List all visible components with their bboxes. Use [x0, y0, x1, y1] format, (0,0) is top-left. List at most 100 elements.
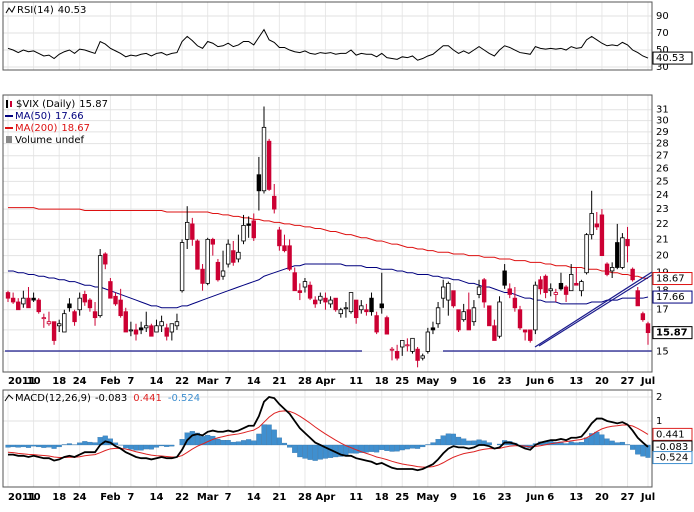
x-tick-label: 23: [498, 376, 512, 387]
candle-body: [241, 225, 246, 242]
macd-histogram-bar: [614, 442, 620, 446]
macd-histogram-bar: [51, 444, 57, 449]
macd-histogram-bar: [133, 444, 139, 451]
rsi-tick-label: 50: [656, 45, 669, 56]
value-tag-box: [652, 326, 693, 340]
x-tick-label: 18: [375, 492, 389, 503]
macd-histogram-bar: [25, 444, 32, 448]
macd-histogram-bar: [205, 434, 211, 446]
candle-body: [10, 297, 16, 303]
macd-histogram-bar: [15, 444, 21, 448]
candle-body: [133, 329, 139, 335]
volume-legend: Volume undef: [15, 135, 85, 146]
price-tick-label: 26: [656, 163, 669, 174]
candle-body: [625, 238, 630, 247]
legend-part: 0.441: [133, 393, 162, 404]
candle-body: [272, 195, 277, 210]
x-tick-label: 20: [595, 376, 609, 387]
macd-histogram-bar: [568, 441, 574, 446]
price-tick-label: 31: [656, 105, 669, 116]
x-tick-label: 16: [472, 376, 486, 387]
candle-body: [497, 301, 502, 337]
macd-histogram-bar: [77, 442, 83, 446]
candle-body: [410, 337, 415, 352]
candle-body: [287, 245, 292, 270]
trend-line: [538, 274, 653, 347]
x-tick-label: Jul: [640, 492, 655, 503]
value-tag: 0.441: [656, 429, 685, 440]
x-tick-label: 7: [127, 492, 134, 503]
x-tick-label: 2011: [8, 376, 36, 387]
x-tick-label: 9: [450, 492, 457, 503]
macd-histogram-bar: [594, 431, 600, 446]
candle-body: [604, 263, 610, 275]
moving-average-line: [8, 207, 649, 280]
macd-histogram-bar: [5, 444, 11, 448]
legend-part: 17.66: [55, 111, 84, 122]
macd-histogram-bar: [246, 439, 252, 446]
legend-icon: [6, 136, 12, 143]
macd-histogram-bar: [599, 434, 605, 446]
value-tag: 15.87: [656, 328, 688, 339]
value-tag: 40.53: [656, 53, 685, 64]
macd-histogram-bar: [200, 436, 206, 446]
x-tick-label: 24: [73, 376, 87, 387]
candle-body: [113, 295, 118, 305]
candle-body: [118, 299, 123, 317]
legend-icon: [6, 100, 8, 108]
macd-histogram-bar: [379, 444, 385, 450]
price-legend: $VIX (Daily) 15.87: [16, 99, 108, 110]
macd-histogram-bar: [56, 444, 62, 448]
candle-body: [635, 290, 640, 307]
candle-body: [364, 309, 369, 313]
candle-body: [492, 325, 497, 341]
macd-signal-line: [7, 410, 649, 468]
macd-histogram-bar: [235, 441, 241, 446]
candle-body: [481, 279, 487, 303]
candle-body: [149, 325, 154, 337]
macd-histogram-bar: [271, 429, 277, 446]
x-tick-label: 20: [595, 492, 609, 503]
x-tick-label: 13: [569, 492, 583, 503]
macd-histogram-bar: [312, 444, 318, 461]
macd-histogram-bar: [194, 432, 200, 446]
macd-histogram-bar: [46, 444, 52, 448]
x-tick-label: 25: [395, 376, 409, 387]
x-tick-label: 7: [225, 376, 232, 387]
x-tick-label: 14: [150, 376, 164, 387]
candle-body: [338, 309, 343, 315]
legend-part: 40.53: [58, 5, 87, 16]
legend-icon: [10, 101, 12, 107]
candle-body: [261, 126, 267, 192]
macd-histogram-bar: [143, 444, 149, 450]
x-tick-label: 21: [272, 492, 286, 503]
candle-body: [57, 323, 62, 327]
macd-histogram-bar: [374, 444, 380, 453]
macd-histogram-bar: [215, 438, 221, 446]
price-tick-label: 24: [656, 190, 669, 201]
candle-body: [21, 297, 26, 305]
candle-body: [108, 281, 113, 299]
candle-body: [195, 240, 200, 270]
candle-body: [312, 299, 318, 305]
macd-histogram-bar: [363, 444, 369, 453]
macd-histogram-bar: [358, 444, 364, 453]
macd-histogram-bar: [563, 443, 569, 446]
candle-body: [502, 270, 507, 286]
trend-line: [534, 271, 653, 348]
x-tick-label: 10: [27, 492, 41, 503]
macd-histogram-bar: [486, 442, 492, 446]
candle-body: [266, 140, 272, 190]
x-tick-label: 22: [175, 376, 189, 387]
candle-body: [394, 350, 400, 359]
price-tick-label: 25: [656, 176, 669, 187]
candle-body: [451, 290, 456, 307]
candle-body: [128, 329, 134, 332]
candle-body: [615, 242, 620, 268]
x-tick-label: 9: [450, 376, 457, 387]
x-tick-label: 28: [298, 492, 312, 503]
candle-body: [415, 348, 420, 361]
candle-body: [584, 234, 589, 274]
macd-tick-label: 2: [656, 392, 662, 403]
